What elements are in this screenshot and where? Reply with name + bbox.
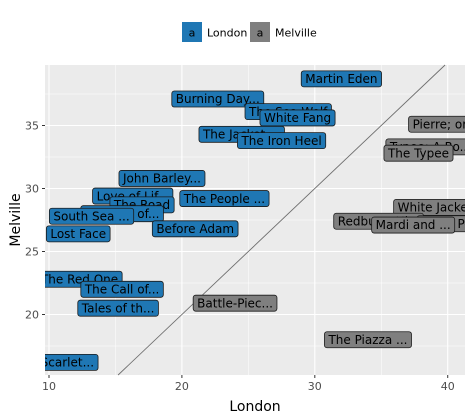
point-label-box [45, 353, 99, 371]
point-label-london: The Scarlet... [14, 353, 99, 371]
point-label-box [48, 207, 135, 225]
point-label-melville: The Typee [383, 144, 454, 162]
point-label-london: Burning Day... [171, 90, 265, 108]
x-axis-ticks: 10 20 30 40 [42, 375, 455, 393]
point-label-box [408, 115, 465, 133]
point-label-text: White Jacke... [398, 201, 474, 215]
legend-key-melville [250, 22, 270, 42]
point-label-text: The Scarlet... [14, 356, 95, 370]
point-label-london: Tales of th... [77, 299, 159, 317]
y-tick-label: 35 [25, 119, 39, 132]
point-label-text: Martin Eden [305, 72, 377, 86]
point-label-text: Tales of th... [81, 301, 155, 315]
point-label-box [383, 144, 454, 162]
legend: a London a Melville [182, 22, 317, 42]
y-tick-label: 20 [25, 309, 39, 322]
point-label-melville: The Piazza ... [324, 331, 412, 349]
point-label-text: Battle-Piec... [197, 296, 273, 310]
point-label-text: Pierre; or... [413, 117, 474, 131]
point-label-box [259, 109, 336, 127]
point-label-box [118, 170, 206, 187]
point-label-box [237, 132, 327, 150]
x-axis-title: London [229, 399, 280, 415]
legend-label-london: London [207, 27, 247, 40]
reference-line-y-equals-x [117, 64, 446, 376]
point-label-text: The Typee [387, 146, 449, 160]
point-label-melville: Battle-Piec... [192, 294, 278, 312]
point-label-text: Burning Day... [176, 92, 260, 106]
point-label-text: South Sea ... [53, 209, 129, 223]
point-label-box [179, 190, 270, 207]
x-tick-label: 30 [308, 380, 322, 393]
point-label-box [77, 299, 159, 317]
point-label-text: The Iron Heel [240, 134, 321, 148]
legend-label-melville: Melville [275, 27, 317, 40]
point-label-box [151, 220, 239, 238]
point-label-text: Before Adam [156, 222, 234, 236]
point-label-text: The Call of... [84, 283, 159, 297]
point-label-london: Martin Eden [300, 70, 382, 88]
point-label-box [171, 90, 265, 108]
point-label-text: The Piazza ... [327, 333, 407, 347]
point-label-melville: Mardi and ... [371, 216, 456, 234]
point-label-text: White Fang [264, 111, 331, 125]
point-label-london: White Fang [259, 109, 336, 127]
point-label-london: The Call of... [80, 280, 164, 298]
y-tick-label: 25 [25, 246, 39, 259]
y-tick-label: 30 [25, 182, 39, 195]
x-tick-label: 40 [441, 380, 455, 393]
x-tick-label: 20 [175, 380, 189, 393]
point-label-london: The People ... [179, 190, 270, 207]
point-label-text: John Barley... [122, 172, 201, 186]
point-label-london: The Iron Heel [237, 132, 327, 150]
point-label-box [371, 216, 456, 234]
y-axis-title: Melville [8, 193, 24, 246]
legend-key-london [182, 22, 202, 42]
point-label-text: Mardi and ... [376, 218, 451, 232]
point-label-london: John Barley... [118, 170, 206, 187]
point-label-london: South Sea ... [48, 207, 135, 225]
point-label-box [45, 225, 111, 243]
point-label-text: Lost Face [50, 227, 106, 241]
point-label-london: Lost Face [45, 225, 111, 243]
point-label-text: The People ... [183, 192, 265, 206]
point-label-london: Before Adam [151, 220, 239, 238]
point-label-box [324, 331, 412, 349]
y-axis-ticks: 20 25 30 35 [25, 119, 45, 322]
legend-key-glyph-melville: a [257, 27, 264, 40]
point-label-box [80, 280, 164, 298]
legend-key-glyph-london: a [189, 27, 196, 40]
point-label-box [192, 294, 278, 312]
x-tick-label: 10 [42, 380, 56, 393]
point-label-melville: Pierre; or... [408, 115, 474, 133]
point-label-box [300, 70, 382, 88]
